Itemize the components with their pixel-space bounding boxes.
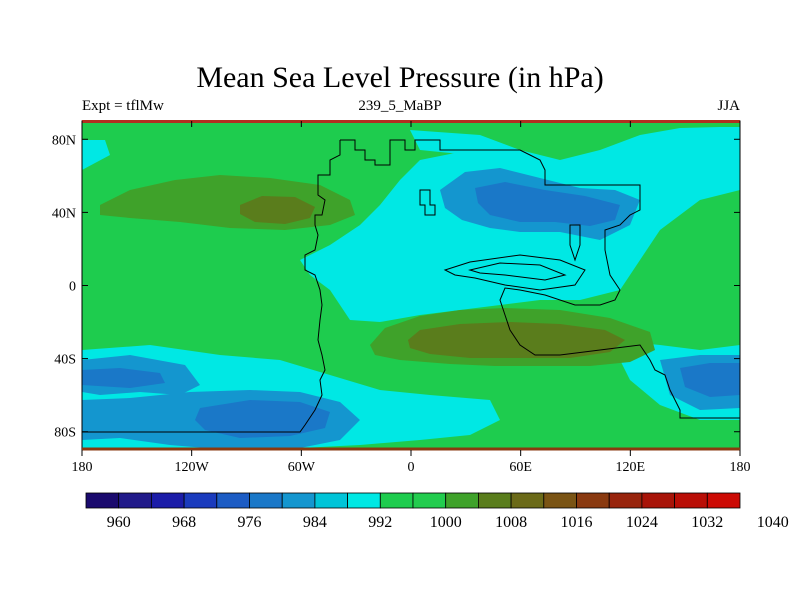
x-tick-label: 120W xyxy=(175,460,210,475)
y-tick-label: 80S xyxy=(54,426,76,441)
colorbar: 960 968 976 984 992 1000 1008 1016 1024 1032 1040 xyxy=(85,492,789,531)
coastline-inner-loop xyxy=(468,262,567,281)
colorbar-swatch xyxy=(706,492,741,509)
colorbar-swatch xyxy=(641,492,676,509)
colorbar-label: 984 xyxy=(303,514,327,531)
colorbar-label: 960 xyxy=(107,514,131,531)
field-1024-nh-high-core xyxy=(240,196,315,224)
field-984-south-east xyxy=(680,363,740,397)
colorbar-label: 1016 xyxy=(561,514,593,531)
colorbar-swatch xyxy=(183,492,218,509)
coastline-east-inlet xyxy=(569,224,581,262)
y-tick-label: 40N xyxy=(52,206,76,221)
colorbar-label: 1032 xyxy=(691,514,723,531)
colorbar-swatch xyxy=(674,492,708,509)
x-tick-label: 60W xyxy=(288,460,316,475)
x-tick-label: 60E xyxy=(509,460,532,475)
colorbar-swatch xyxy=(576,492,610,509)
colorbar-swatch xyxy=(249,492,283,509)
x-axis: 180 120W 60W 0 60E 120E 180 xyxy=(72,121,751,475)
y-tick-label: 0 xyxy=(69,280,76,295)
y-tick-label: 40S xyxy=(54,353,76,368)
season-label: JJA xyxy=(717,98,740,114)
colorbar-label: 1024 xyxy=(626,514,658,531)
coastline-pangaea-outline xyxy=(340,139,740,419)
coastline-americas xyxy=(82,140,341,433)
colorbar-label: 1040 xyxy=(757,514,789,531)
colorbar-swatch xyxy=(608,492,643,509)
x-tick-label: 0 xyxy=(408,460,415,475)
colorbar-swatch xyxy=(543,492,577,509)
pressure-field xyxy=(82,121,740,450)
field-1000-north-pacific xyxy=(82,140,110,170)
y-axis: 80N 40N 0 40S 80S xyxy=(52,133,740,441)
colorbar-label: 1008 xyxy=(495,514,527,531)
chart-title: Mean Sea Level Pressure (in hPa) xyxy=(196,61,604,94)
colorbar-swatch xyxy=(510,492,545,509)
coastline-tethys-inlet xyxy=(443,254,586,291)
x-tick-label: 120E xyxy=(616,460,646,475)
field-1000-arctic xyxy=(410,130,520,155)
colorbar-swatch xyxy=(379,492,414,509)
colorbar-swatch xyxy=(477,492,512,509)
colorbar-swatch xyxy=(118,492,152,509)
colorbar-label: 992 xyxy=(368,514,392,531)
field-984-asia-low-core xyxy=(475,182,620,226)
x-tick-label: 180 xyxy=(730,460,751,475)
coastline xyxy=(82,139,740,433)
period-label: 239_5_MaBP xyxy=(358,98,442,114)
colorbar-swatch xyxy=(85,492,120,509)
colorbar-label: 968 xyxy=(172,514,196,531)
colorbar-swatch xyxy=(216,492,250,509)
colorbar-swatch xyxy=(347,492,381,509)
field-984-south-west xyxy=(82,368,165,388)
y-tick-label: 80N xyxy=(52,133,76,148)
colorbar-swatch xyxy=(150,492,185,509)
colorbar-swatch xyxy=(445,492,479,509)
colorbar-swatch xyxy=(314,492,348,509)
field-984-south-center xyxy=(195,400,330,438)
experiment-label: Expt = tflMw xyxy=(82,98,164,114)
coastline-island xyxy=(419,189,436,216)
colorbar-label: 1000 xyxy=(430,514,462,531)
colorbar-swatch xyxy=(412,492,447,509)
colorbar-label: 976 xyxy=(238,514,262,531)
colorbar-swatch xyxy=(281,492,316,509)
x-tick-label: 180 xyxy=(72,460,93,475)
